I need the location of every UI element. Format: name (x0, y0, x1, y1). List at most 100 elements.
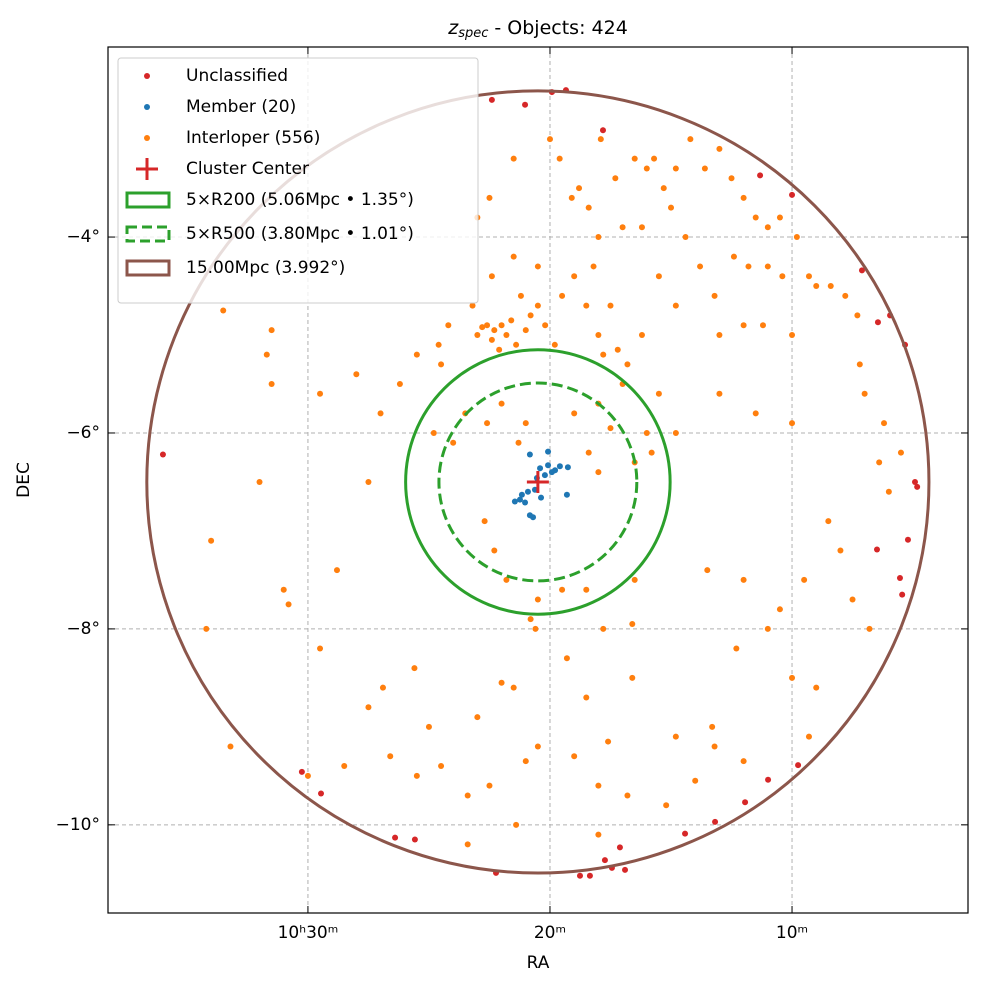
data-point (813, 283, 820, 290)
legend: Unclassified Member (20) Interloper (556) C… (117, 57, 479, 304)
data-point (546, 136, 553, 143)
data-point (586, 872, 593, 879)
legend-marker (125, 225, 171, 243)
data-point (486, 782, 493, 789)
data-point (479, 324, 486, 331)
data-point (534, 743, 541, 750)
data-point (752, 214, 759, 221)
data-point (624, 361, 631, 368)
data-point (510, 155, 517, 162)
legend-marker (144, 104, 150, 110)
data-point (712, 818, 719, 825)
data-point (387, 753, 394, 760)
data-point (464, 792, 471, 799)
data-point (861, 390, 868, 397)
plot-area (145, 87, 931, 879)
data-point (651, 155, 658, 162)
data-point (571, 410, 578, 417)
data-point (619, 224, 626, 231)
data-point (484, 420, 491, 427)
data-point (795, 762, 802, 769)
data-point (413, 772, 420, 779)
data-point (663, 802, 670, 809)
data-point (614, 346, 621, 353)
data-point (522, 420, 529, 427)
data-point (498, 400, 505, 407)
data-point (227, 743, 234, 750)
data-point (638, 224, 645, 231)
data-point (317, 390, 324, 397)
data-point (911, 478, 918, 485)
data-point (474, 332, 481, 339)
data-point (881, 420, 888, 427)
data-point (527, 616, 534, 623)
data-point (527, 312, 534, 319)
data-point (159, 451, 166, 458)
data-point (556, 155, 563, 162)
data-point (648, 449, 655, 456)
title-text: - Objects: 424 (488, 17, 627, 39)
data-point (709, 723, 716, 730)
data-point (430, 429, 437, 436)
data-point (643, 429, 650, 436)
data-point (268, 380, 275, 387)
data-point (413, 351, 420, 358)
data-point (701, 165, 708, 172)
data-point (545, 448, 552, 455)
title-subscript: spec (458, 26, 488, 41)
data-point (668, 204, 675, 211)
data-point (396, 380, 403, 387)
data-point (583, 694, 590, 701)
data-point (515, 439, 522, 446)
data-point (377, 410, 384, 417)
data-point (510, 253, 517, 260)
data-point (438, 763, 445, 770)
data-point (764, 625, 771, 632)
data-point (655, 273, 662, 280)
data-point (491, 327, 498, 334)
data-point (353, 371, 360, 378)
data-point (563, 655, 570, 662)
data-point (526, 451, 533, 458)
data-point (873, 546, 880, 553)
data-point (629, 621, 636, 628)
data-point (672, 429, 679, 436)
data-point (498, 322, 505, 329)
plot-frame (107, 46, 969, 914)
data-point (208, 537, 215, 544)
data-point (256, 478, 263, 485)
data-point (740, 576, 747, 583)
data-point (612, 175, 619, 182)
data-point (595, 831, 602, 838)
data-point (752, 410, 759, 417)
data-point (728, 175, 735, 182)
data-point (607, 302, 614, 309)
data-point (545, 462, 552, 469)
data-point (280, 586, 287, 593)
data-point (537, 465, 544, 472)
data-point (203, 625, 210, 632)
data-point (559, 292, 566, 299)
data-point (542, 322, 549, 329)
title-symbol: z (447, 17, 459, 39)
data-point (365, 478, 372, 485)
data-point (914, 483, 921, 490)
data-point (285, 601, 292, 608)
data-point (849, 596, 856, 603)
data-point (597, 136, 604, 143)
data-point (742, 799, 749, 806)
data-point (538, 494, 545, 501)
data-point (716, 145, 723, 152)
data-point (805, 273, 812, 280)
data-point (590, 263, 597, 270)
legend-marker (125, 191, 171, 209)
data-point (522, 758, 529, 765)
data-point (779, 273, 786, 280)
data-point (682, 234, 689, 241)
data-point (866, 625, 873, 632)
data-point (548, 469, 555, 476)
data-point (576, 185, 583, 192)
data-point (854, 312, 861, 319)
data-point (522, 327, 529, 334)
